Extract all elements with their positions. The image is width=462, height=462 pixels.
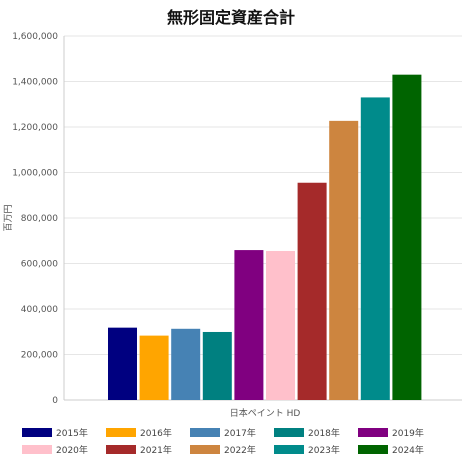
legend-swatch: [22, 428, 52, 437]
bar-2022年: [329, 120, 359, 401]
y-tick-label: 1,600,000: [12, 32, 58, 42]
legend-entry: 2016年: [140, 427, 172, 439]
y-tick-label: 600,000: [21, 260, 58, 270]
bar-2016年: [139, 335, 169, 400]
legend-entry: 2015年: [56, 427, 88, 439]
bar-2018年: [202, 331, 232, 400]
y-tick-label: 0: [52, 396, 58, 406]
legend-swatch: [106, 428, 136, 437]
legend-entry: 2018年: [308, 427, 340, 439]
legend-entry: 2017年: [224, 427, 256, 439]
bar-2021年: [297, 182, 327, 400]
y-tick-label: 200,000: [21, 351, 58, 361]
bar-2019年: [234, 250, 264, 400]
legend-entry: 2024年: [392, 444, 424, 456]
legend: 2015年 2016年 2017年 2018年 2019年 2020年 2021年 2022年…: [22, 427, 424, 456]
legend-swatch: [106, 445, 136, 454]
bar-2023年: [360, 97, 390, 401]
x-axis-label: 日本ペイント HD: [230, 407, 301, 419]
legend-swatch: [358, 445, 388, 454]
legend-entry: 2022年: [224, 444, 256, 456]
bars: [108, 74, 422, 401]
legend-swatch: [274, 445, 304, 454]
legend-swatch: [22, 445, 52, 454]
y-tick-label: 400,000: [21, 305, 58, 315]
chart-title: 無形固定資産合計: [167, 8, 295, 27]
bar-2017年: [171, 328, 201, 400]
legend-entry: 2020年: [56, 444, 88, 456]
y-axis-ticks: 0 200,000 400,000 600,000 800,000 1,000,000 1,…: [12, 32, 58, 406]
legend-swatch: [358, 428, 388, 437]
bar-2020年: [266, 250, 295, 400]
y-axis-label: 百万円: [3, 204, 14, 231]
legend-swatch: [190, 445, 220, 454]
legend-swatch: [190, 428, 220, 437]
y-tick-label: 800,000: [21, 214, 58, 224]
bar-2024年: [392, 74, 422, 401]
legend-entry: 2019年: [392, 427, 424, 439]
y-tick-label: 1,200,000: [12, 123, 58, 133]
legend-entry: 2021年: [140, 444, 172, 456]
legend-entry: 2023年: [308, 444, 340, 456]
y-tick-label: 1,000,000: [12, 169, 58, 179]
bar-2015年: [108, 327, 137, 400]
legend-swatch: [274, 428, 304, 437]
y-tick-label: 1,400,000: [12, 78, 58, 88]
